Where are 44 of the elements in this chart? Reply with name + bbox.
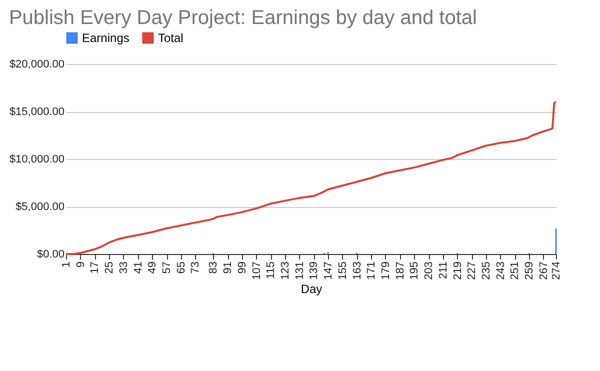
x-tick-label: 17 <box>89 262 102 274</box>
x-tick-label: 57 <box>161 262 174 274</box>
x-tick-label: 274 <box>550 262 562 280</box>
chart-title: Publish Every Day Project: Earnings by day and total <box>8 7 477 29</box>
x-tick-label: 115 <box>265 262 278 280</box>
y-tick-label: $20,000.00 <box>9 58 64 70</box>
x-tick-label: 139 <box>308 262 320 280</box>
y-tick-label: $15,000.00 <box>9 106 64 118</box>
x-tick-label: 171 <box>366 262 378 280</box>
x-tick-label: 235 <box>480 262 492 280</box>
legend-label: Earnings <box>82 31 130 45</box>
x-tick-label: 195 <box>408 262 421 280</box>
x-axis-title: Day <box>300 282 322 296</box>
x-tick-label: 99 <box>236 262 248 274</box>
x-tick-label: 83 <box>208 262 220 274</box>
x-tick-label: 203 <box>423 262 436 280</box>
x-tick-label: 243 <box>494 262 507 280</box>
x-tick-label: 41 <box>132 262 144 274</box>
x-tick-label: 107 <box>250 262 263 280</box>
x-tick-label: 65 <box>175 262 188 274</box>
x-tick-label: 251 <box>509 262 522 280</box>
x-tick-label: 49 <box>146 262 159 274</box>
x-tick-label: 267 <box>538 262 550 280</box>
x-tick-label: 163 <box>351 262 364 280</box>
y-tick-label: $10,000.00 <box>9 154 64 166</box>
x-tick-label: 155 <box>336 262 349 280</box>
x-tick-label: 211 <box>437 262 450 280</box>
x-tick-label: 123 <box>279 262 292 280</box>
x-tick-label: 131 <box>294 262 306 280</box>
y-tick-label: $0.00 <box>36 248 64 260</box>
x-tick-label: 91 <box>222 262 234 274</box>
x-tick-label: 33 <box>118 262 130 274</box>
legend-label: Total <box>158 31 184 45</box>
x-tick-label: 179 <box>380 262 392 280</box>
x-tick-label: 259 <box>524 262 536 280</box>
x-tick-label: 1 <box>60 262 72 268</box>
x-tick-label: 219 <box>452 262 464 280</box>
x-tick-label: 25 <box>104 262 116 274</box>
x-tick-label: 9 <box>74 262 87 268</box>
x-tick-label: 187 <box>394 262 406 280</box>
y-tick-label: $5,000.00 <box>16 201 64 213</box>
x-tick-label: 227 <box>466 262 478 280</box>
x-tick-label: 73 <box>190 262 202 274</box>
x-tick-label: 147 <box>322 262 335 280</box>
